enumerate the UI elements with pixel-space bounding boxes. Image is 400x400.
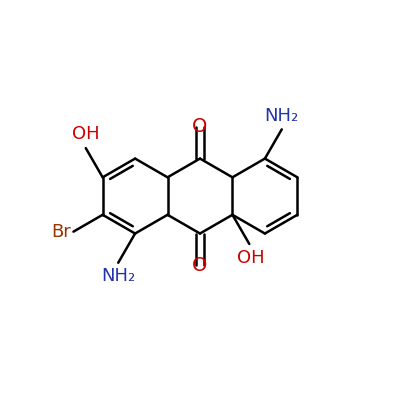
Text: Br: Br bbox=[52, 223, 72, 241]
Text: NH₂: NH₂ bbox=[101, 268, 135, 286]
Text: O: O bbox=[192, 117, 208, 136]
Text: OH: OH bbox=[72, 125, 100, 143]
Text: NH₂: NH₂ bbox=[265, 107, 299, 125]
Text: O: O bbox=[192, 256, 208, 275]
Text: OH: OH bbox=[238, 249, 265, 267]
